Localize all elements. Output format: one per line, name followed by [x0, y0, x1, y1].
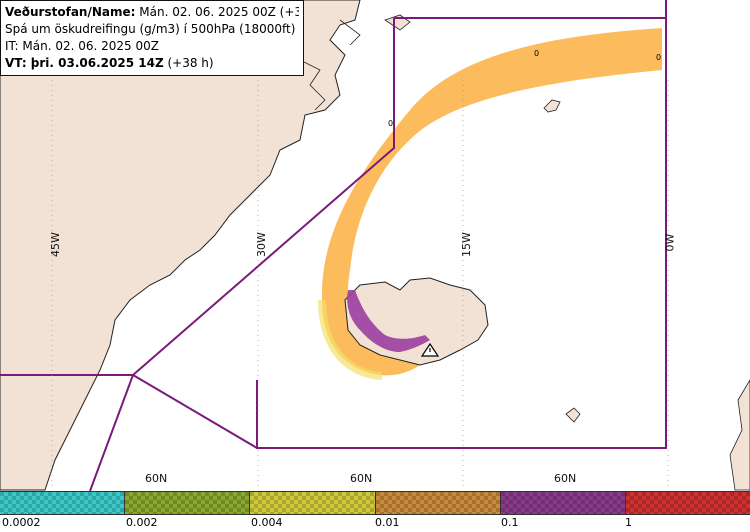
legend-swatch: [0, 492, 126, 514]
initial-time: IT: Mán. 02. 06. 2025 00Z: [5, 39, 159, 53]
ash-plume-high: [347, 290, 430, 352]
valid-time: VT: þri. 03.06.2025 14Z: [5, 56, 164, 70]
valid-offset: (+38 h): [163, 56, 214, 70]
legend-swatch: [125, 492, 251, 514]
jan-mayen-island: [543, 99, 561, 113]
ash-plume-low: [321, 28, 662, 376]
legend-swatch: [375, 492, 501, 514]
legend-swatch: [625, 492, 750, 514]
contour-label: 0: [534, 49, 539, 58]
run-time: Mán. 02. 06. 2025 00Z (+38 h): [139, 5, 299, 19]
agency-label: Veðurstofan/Name:: [5, 5, 136, 19]
legend-swatch: [500, 492, 626, 514]
warning-triangle-icon: [420, 342, 440, 357]
fir-boundary-south: [89, 374, 134, 492]
grid-label-30w: 30W: [254, 232, 268, 257]
product-description: Spá um öskudreifingu (g/m3) í 500hPa (18…: [5, 22, 296, 36]
legend-tick-row: 0.0002 0.002 0.004 0.01 0.1 1: [0, 515, 750, 532]
grid-label-60n: 60N: [554, 472, 577, 485]
contour-label: 0: [388, 119, 393, 128]
scandinavia-coast: [729, 379, 750, 491]
grid-label-60n: 60N: [350, 472, 373, 485]
legend-swatch: [250, 492, 376, 514]
fir-boundary-southwest: [132, 374, 258, 449]
contour-label: 0: [656, 53, 661, 62]
greenland-landmass: [0, 0, 361, 491]
legend-tick-label: 0.002: [126, 516, 158, 529]
forecast-info-box: Veðurstofan/Name: Mán. 02. 06. 2025 00Z …: [0, 0, 304, 76]
info-line-1: Veðurstofan/Name: Mán. 02. 06. 2025 00Z …: [5, 4, 299, 21]
legend-tick-label: 0.1: [501, 516, 519, 529]
grid-label-45w: 45W: [48, 232, 62, 257]
legend-tick-label: 0.0002: [2, 516, 41, 529]
fir-boundary-west: [0, 18, 395, 376]
legend-tick-label: 1: [625, 516, 632, 529]
concentration-legend-bar: [0, 491, 750, 515]
faroe-islands: [565, 407, 581, 423]
legend-tick-label: 0.004: [251, 516, 283, 529]
info-line-4: VT: þri. 03.06.2025 14Z (+38 h): [5, 55, 299, 72]
ash-plume-fringe: [318, 300, 382, 380]
fir-boundary-east: [256, 17, 667, 449]
grid-label-60n: 60N: [145, 472, 168, 485]
grid-label-15w: 15W: [459, 232, 473, 257]
grid-label-0w: 0W: [663, 233, 677, 252]
greenland-fjord: [339, 19, 361, 46]
greenland-fjord: [299, 59, 326, 111]
legend-tick-label: 0.01: [375, 516, 400, 529]
